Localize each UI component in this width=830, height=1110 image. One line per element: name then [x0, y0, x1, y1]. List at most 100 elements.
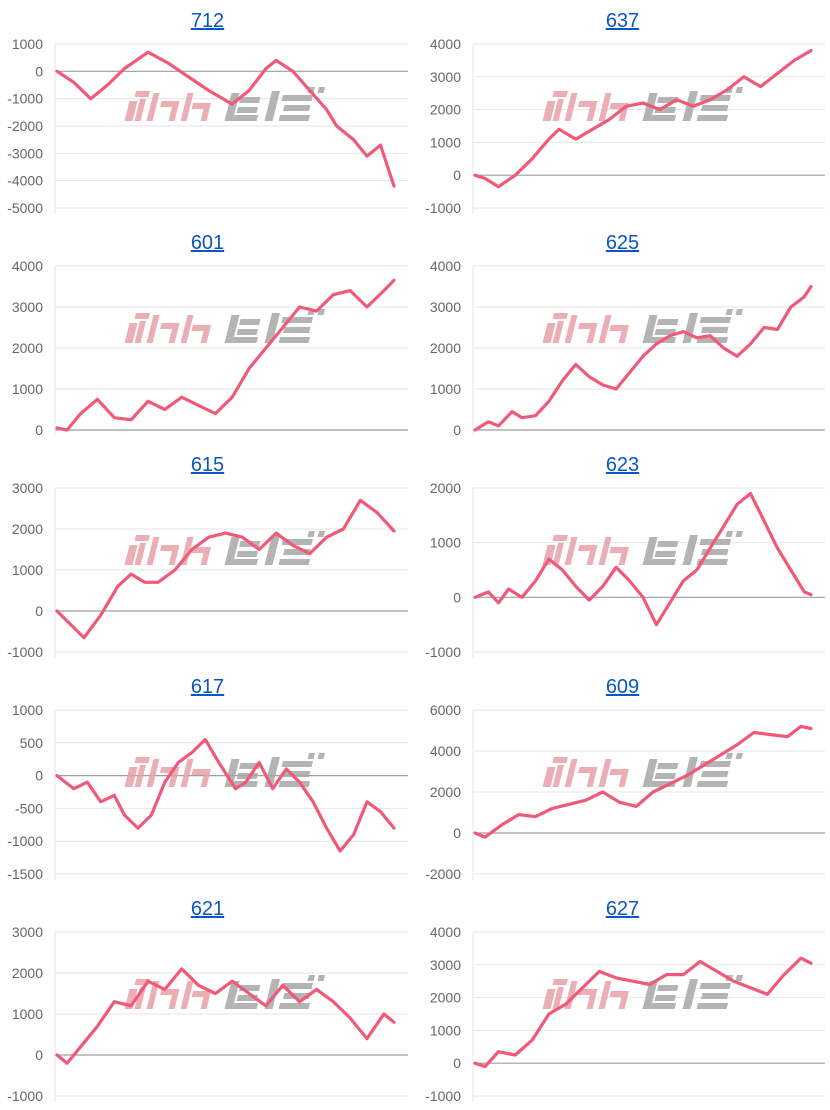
watermark-stroke — [317, 753, 326, 759]
watermark-stroke — [682, 979, 699, 1009]
watermark-stroke — [542, 545, 556, 565]
chart-title-link[interactable]: 637 — [605, 10, 640, 32]
watermark-stroke — [307, 753, 316, 759]
watermark-stroke — [134, 765, 147, 787]
watermark-stroke — [654, 995, 677, 1001]
watermark-stroke — [586, 107, 597, 121]
watermark-stroke — [578, 101, 598, 107]
chart-title-link[interactable]: 601 — [190, 232, 225, 254]
chart-title-link[interactable]: 627 — [605, 898, 640, 920]
watermark-stroke — [180, 759, 194, 787]
watermark-logo — [124, 531, 326, 565]
watermark-stroke — [701, 105, 729, 111]
y-tick-label: 3000 — [430, 957, 461, 973]
y-tick-label: 2000 — [12, 340, 43, 356]
y-tick-label: 2000 — [12, 965, 43, 981]
watermark-stroke — [552, 987, 565, 1009]
watermark-stroke — [542, 767, 556, 787]
watermark-stroke — [598, 537, 612, 565]
chart-title-link[interactable]: 621 — [190, 898, 225, 920]
watermark-stroke — [552, 535, 569, 541]
y-tick-label: -5000 — [7, 200, 43, 216]
chart-panel: 609 6000 4000 2000 0 -2000 — [415, 666, 830, 888]
watermark-stroke — [180, 981, 194, 1009]
watermark-stroke — [699, 317, 732, 323]
watermark-logo — [542, 531, 744, 565]
y-tick-label: 2000 — [12, 521, 43, 537]
y-tick-label: 1000 — [430, 381, 461, 397]
watermark-stroke — [134, 99, 147, 121]
watermark-stroke — [642, 315, 658, 343]
watermark-stroke — [735, 975, 744, 981]
watermark-stroke — [682, 313, 699, 343]
series-line — [473, 956, 813, 1069]
watermark-stroke — [239, 97, 261, 103]
watermark-stroke — [236, 329, 259, 335]
y-tick-label: 2000 — [430, 102, 461, 118]
y-tick-label: -3000 — [7, 145, 43, 161]
chart-title-link[interactable]: 623 — [605, 454, 640, 476]
y-tick-label: 0 — [35, 422, 43, 438]
watermark-stroke — [278, 1003, 311, 1009]
chart-panel: 625 4000 3000 2000 1000 0 — [415, 222, 830, 444]
watermark-stroke — [578, 989, 598, 995]
series-line — [473, 724, 813, 839]
y-tick-label: 0 — [453, 167, 461, 183]
y-tick-label: 1000 — [430, 1022, 461, 1038]
watermark-stroke — [278, 781, 311, 787]
y-tick-label: -1000 — [7, 1088, 43, 1104]
y-tick-label: 4000 — [430, 258, 461, 274]
y-tick-label: 0 — [35, 1047, 43, 1063]
watermark-stroke — [124, 323, 138, 343]
watermark-stroke — [682, 535, 699, 565]
y-tick-label: 0 — [453, 422, 461, 438]
y-tick-label: -1000 — [425, 1088, 461, 1104]
watermark-stroke — [307, 531, 316, 537]
watermark-stroke — [281, 983, 314, 989]
y-tick-label: -2000 — [425, 866, 461, 882]
watermark-stroke — [725, 309, 734, 315]
watermark-stroke — [278, 115, 311, 121]
watermark-stroke — [650, 115, 677, 121]
watermark-stroke — [124, 101, 138, 121]
watermark-stroke — [586, 329, 597, 343]
watermark-stroke — [283, 105, 311, 111]
watermark-stroke — [168, 551, 179, 565]
y-tick-label: -1000 — [7, 644, 43, 660]
watermark-stroke — [701, 771, 729, 777]
series-line — [473, 48, 813, 189]
y-tick-label: 2000 — [430, 340, 461, 356]
watermark-stroke — [134, 543, 147, 565]
chart-panel: 601 4000 3000 2000 1000 0 — [0, 222, 415, 444]
y-tick-label: 4000 — [430, 924, 461, 940]
watermark-stroke — [598, 315, 612, 343]
series-line — [55, 498, 396, 640]
y-tick-label: 3000 — [430, 69, 461, 85]
watermark-stroke — [735, 309, 744, 315]
watermark-stroke — [586, 773, 597, 787]
chart-title-link[interactable]: 625 — [605, 232, 640, 254]
watermark-stroke — [618, 769, 630, 787]
watermark-stroke — [146, 93, 160, 121]
chart-title-link[interactable]: 712 — [190, 10, 225, 32]
chart-panel: 621 3000 2000 1000 0 -1000 — [0, 888, 415, 1110]
watermark-stroke — [264, 91, 281, 121]
chart-title-link[interactable]: 615 — [190, 454, 225, 476]
watermark-stroke — [283, 327, 311, 333]
watermark-stroke — [264, 535, 281, 565]
watermark-stroke — [725, 531, 734, 537]
watermark-stroke — [180, 315, 194, 343]
watermark-stroke — [552, 757, 569, 763]
watermark-stroke — [236, 107, 259, 113]
chart-title-link[interactable]: 617 — [190, 676, 225, 698]
watermark-stroke — [180, 93, 194, 121]
watermark-stroke — [317, 87, 326, 93]
y-tick-label: 2000 — [430, 990, 461, 1006]
watermark-stroke — [552, 979, 569, 985]
watermark-stroke — [168, 995, 179, 1009]
chart-panel: 627 4000 3000 2000 1000 0 -1000 — [415, 888, 830, 1110]
watermark-stroke — [160, 101, 180, 107]
chart-title-link[interactable]: 609 — [605, 676, 640, 698]
watermark-stroke — [278, 337, 311, 343]
watermark-stroke — [701, 327, 729, 333]
